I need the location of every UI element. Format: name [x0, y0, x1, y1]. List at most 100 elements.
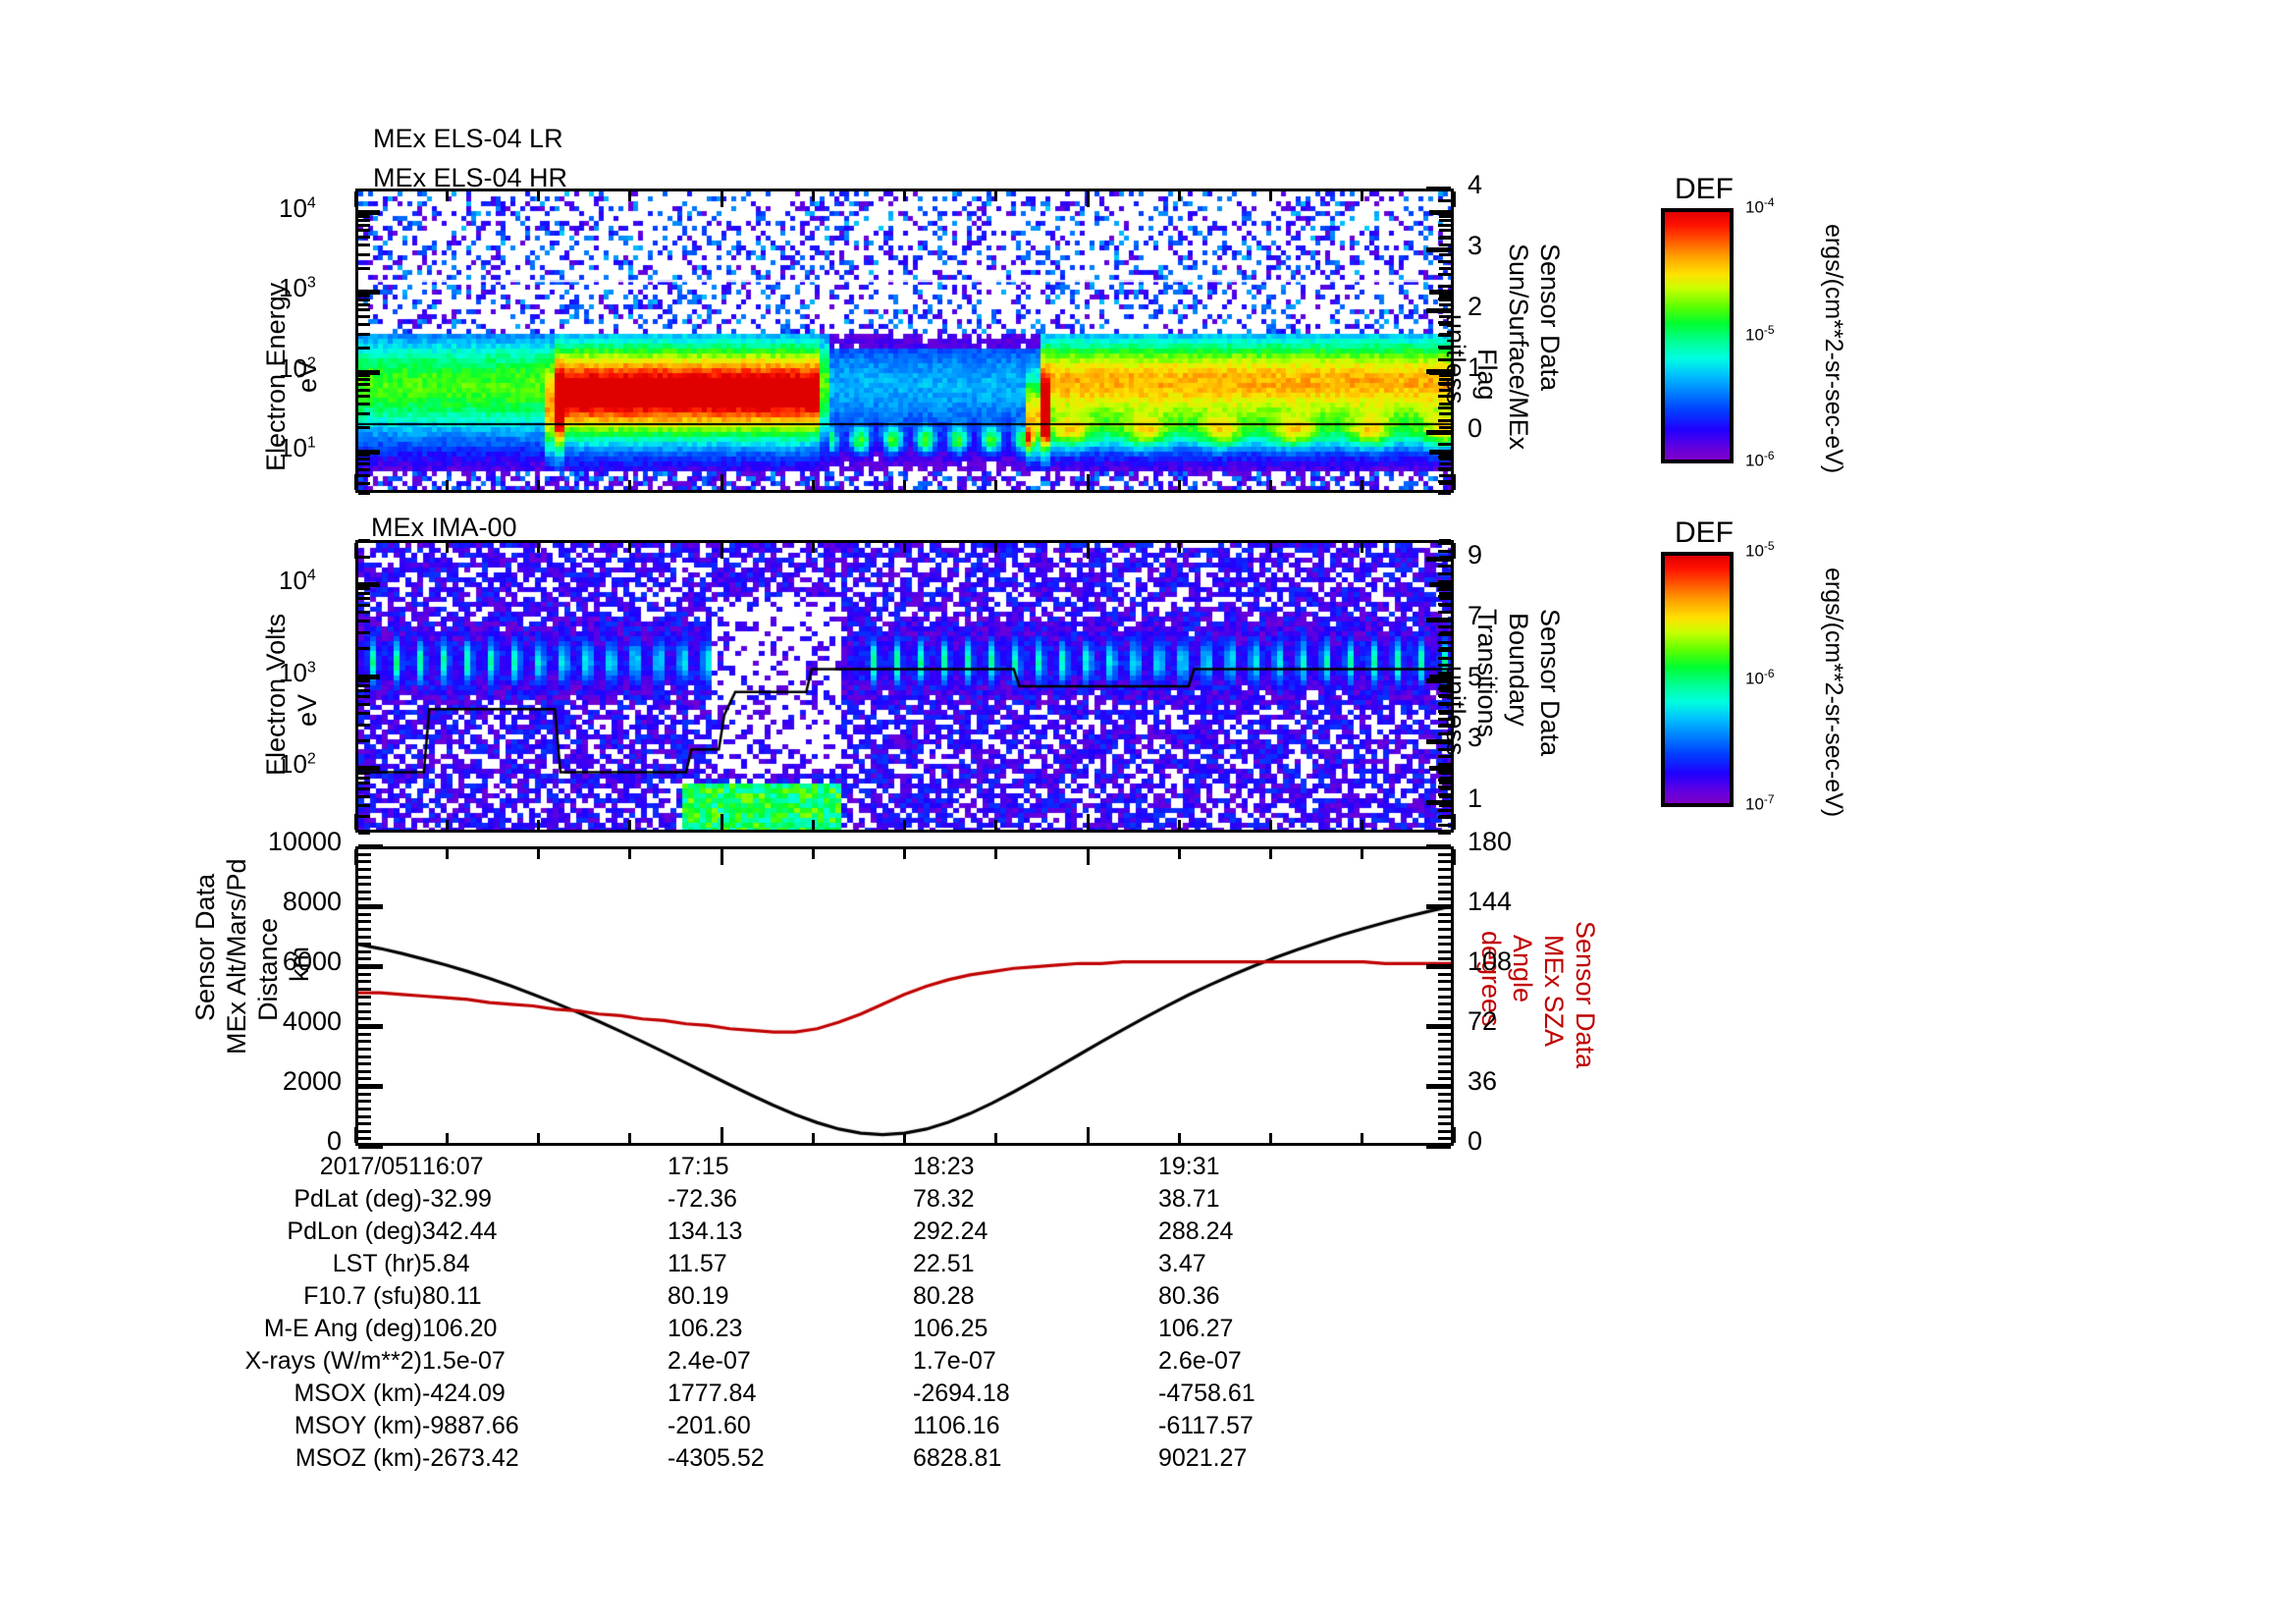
panel-alt-y-minor-tick — [358, 875, 371, 879]
colorbar-els-max: 10-4 — [1745, 195, 1775, 217]
panel-els-right-minor-tick — [1438, 418, 1451, 422]
panel-els-y-minor-tick — [358, 467, 370, 471]
metadata-cell: 2.6e-07 — [1158, 1347, 1242, 1375]
panel-sza-right-tick-label: 72 — [1468, 1006, 1498, 1036]
panel-altitude-sza-plot[interactable] — [355, 846, 1454, 1146]
panel-ima-y-tick-label: 102 — [279, 749, 316, 780]
panel-ima-title: MEx IMA-00 — [371, 513, 517, 542]
panel-els-y-minor-tick — [358, 267, 370, 271]
panel-els-y-minor-tick — [358, 243, 370, 246]
panel-els-right-minor-tick — [1438, 224, 1451, 228]
panel-alt-y-minor-tick — [358, 972, 371, 976]
panel-ima-y-minor-tick — [358, 647, 370, 651]
panel-els-x-tick — [1452, 191, 1456, 207]
panel-ima-y-minor-tick — [358, 539, 370, 542]
panel-els-y-minor-tick-r — [1439, 303, 1451, 307]
panel-ima-spectrogram[interactable] — [355, 540, 1454, 833]
panel-els-x-tick-b — [537, 480, 540, 490]
panel-els-y-major-tick — [358, 290, 380, 296]
panel-ima-y-minor-tick — [358, 555, 370, 559]
panel-els-y-minor-tick — [358, 378, 370, 382]
panel-ima-right-axis-title-l3w: Transitions — [1472, 609, 1629, 737]
panel-alt-x-tick-b — [811, 1133, 815, 1143]
panel-sza-right-minor-tick — [1438, 875, 1451, 879]
panel-ima-x-tick — [353, 543, 357, 559]
panel-ima-x-tick-b — [903, 820, 906, 830]
panel-els-y-minor-tick — [358, 223, 370, 227]
panel-alt-x-tick-b — [628, 1133, 632, 1143]
panel-els-right-minor-tick — [1438, 382, 1451, 386]
metadata-row-label: X-rays (W/m**2) — [244, 1347, 422, 1375]
panel-ima-right-minor-tick — [1438, 832, 1451, 835]
metadata-table-wrap: 2017/051 16:07 17:15 18:23 19:31 PdLat (deg) -… — [196, 1151, 1472, 1475]
panel-els-right-minor-tick — [1438, 357, 1451, 361]
panel-ima-y-major-tick-r — [1429, 674, 1451, 679]
panel-alt-x-tick-b — [1086, 1127, 1090, 1143]
metadata-cell: -201.60 — [667, 1412, 751, 1439]
panel-sza-right-minor-tick — [1438, 980, 1451, 984]
panel-els-y-minor-tick-r — [1439, 374, 1451, 378]
panel-els-y-minor-tick-r — [1439, 474, 1451, 477]
panel-alt-y-minor-tick — [358, 987, 371, 991]
panel-els-x-tick — [1361, 191, 1364, 201]
metadata-row-label: MSOX (km) — [294, 1380, 422, 1407]
metadata-cell: 134.13 — [667, 1217, 743, 1245]
panel-ima-x-tick-b — [628, 820, 632, 830]
panel-els-right-axis-title-l2: Sun/Surface/MEx — [1504, 243, 1533, 451]
panel-ima-x-tick — [1269, 543, 1272, 553]
panel-els-x-tick — [720, 191, 723, 207]
panel-els-y-minor-tick — [358, 454, 370, 458]
panel-els-y-minor-tick-r — [1439, 402, 1451, 406]
panel-alt-y-minor-tick — [358, 1009, 371, 1013]
panel-sza-right-minor-tick — [1438, 1062, 1451, 1066]
panel-sza-right-minor-tick — [1438, 845, 1451, 848]
panel-sza-right-minor-tick — [1438, 905, 1451, 908]
panel-ima-y-minor-tick — [358, 739, 370, 743]
panel-els-y-minor-tick — [358, 426, 370, 430]
panel-els-y-minor-tick-r — [1439, 298, 1451, 302]
panel-els-x-tick-b — [1361, 480, 1364, 490]
panel-sza-right-minor-tick — [1438, 927, 1451, 931]
panel-ima-right-minor-tick — [1438, 633, 1451, 637]
panel-sza-right-tick-label: 144 — [1468, 887, 1513, 916]
panel-ima-right-minor-tick — [1438, 702, 1451, 706]
panel-els-y-minor-tick-r — [1439, 411, 1451, 415]
metadata-row-label: MSOZ (km) — [294, 1444, 422, 1472]
panel-ima-y-minor-tick-r — [1439, 781, 1451, 784]
panel-sza-right-minor-tick — [1438, 972, 1451, 976]
panel-ima-y-minor-tick-r — [1439, 776, 1451, 780]
panel-els-x-tick-b — [1269, 480, 1272, 490]
panel-ima-x-tick-b — [353, 814, 357, 830]
panel-sza-right-minor-tick — [1438, 1040, 1451, 1044]
panel-alt-y-minor-tick — [358, 897, 371, 901]
panel-ima-right-minor-tick — [1438, 565, 1451, 568]
panel-els-y-major-tick-r — [1429, 290, 1451, 296]
panel-alt-y-minor-tick — [358, 1062, 371, 1066]
panel-ima-x-tick — [1361, 543, 1364, 553]
panel-alt-y-minor-tick — [358, 927, 371, 931]
panel-sza-right-minor-tick — [1438, 1145, 1451, 1148]
panel-alt-x-tick — [903, 849, 906, 859]
panel-els-y-minor-tick — [358, 303, 370, 307]
panel-els-y-minor-tick — [358, 298, 370, 302]
panel-els-spectrogram[interactable] — [355, 189, 1454, 493]
panel-ima-right-minor-tick — [1438, 587, 1451, 591]
panel-ima-right-minor-tick — [1438, 610, 1451, 614]
metadata-row-label: F10.7 (sfu) — [303, 1282, 422, 1310]
colorbar-els-label: DEF — [1675, 173, 1734, 205]
metadata-cell: 80.19 — [667, 1282, 729, 1310]
metadata-row-label: LST (hr) — [332, 1250, 422, 1277]
panel-alt-y-minor-tick — [358, 957, 371, 961]
panel-sza-right-minor-tick — [1438, 1137, 1451, 1141]
panel-ima-x-tick-b — [994, 820, 998, 830]
colorbar-ima-unit-label: ergs/(cm**2-sr-sec-eV) — [1820, 568, 1847, 818]
panel-ima-y-major-tick-r — [1429, 581, 1451, 587]
panel-ima-y-minor-tick — [358, 803, 370, 807]
panel-ima-right-minor-tick — [1438, 694, 1451, 698]
panel-els-y-minor-tick — [358, 229, 370, 233]
panel-els-x-tick — [353, 191, 357, 207]
panel-alt-y-minor-tick — [358, 1100, 371, 1104]
metadata-cell: 342.44 — [422, 1217, 498, 1245]
panel-alt-y-minor-tick — [358, 1092, 371, 1096]
panel-ima-y-minor-tick — [358, 776, 370, 780]
